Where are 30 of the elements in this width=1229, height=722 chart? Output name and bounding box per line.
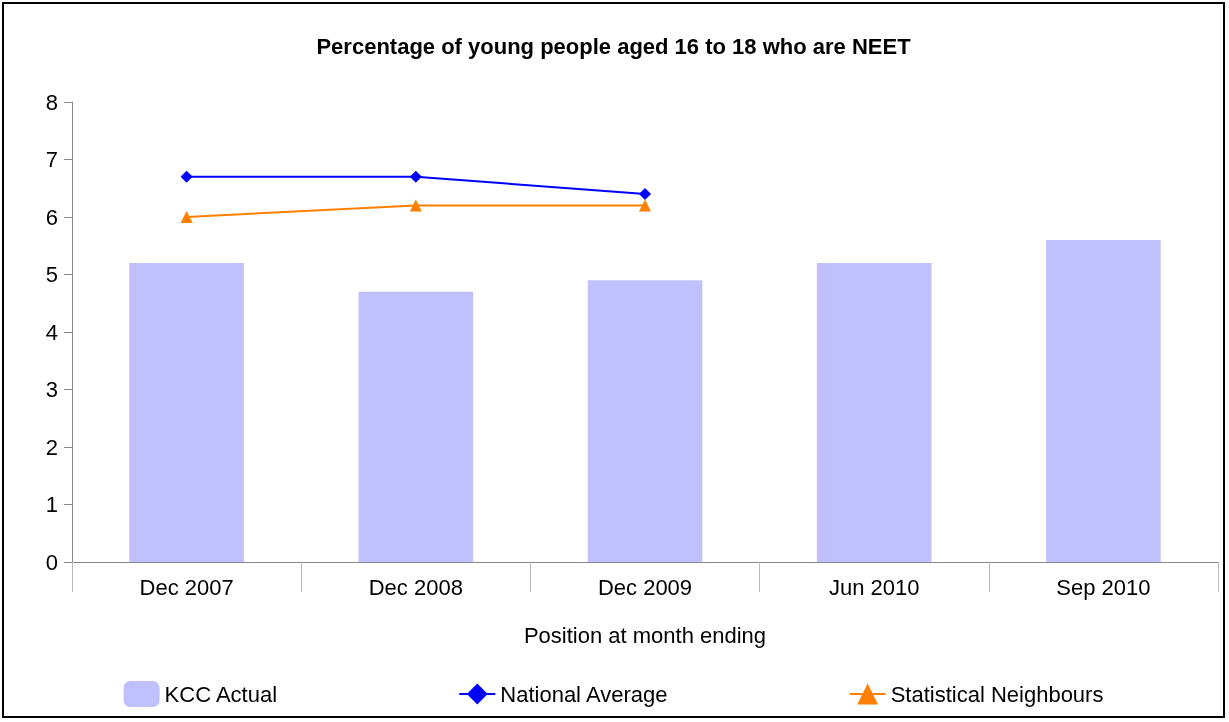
point: [409, 170, 422, 183]
y-tick-label: 3: [45, 377, 58, 402]
legend-label: Statistical Neighbours: [890, 681, 1104, 707]
y-tick-label: 2: [45, 434, 58, 460]
point: [180, 211, 193, 223]
x-tick-label: Jun 2010: [828, 574, 920, 600]
bar: [1046, 240, 1161, 562]
bar: [816, 263, 932, 562]
legend-label: National Average: [500, 681, 668, 707]
chart-title: Percentage of young people aged 16 to 18 who are NEET: [316, 33, 912, 59]
y-tick-label: 1: [45, 492, 58, 517]
y-tick-label: 7: [45, 147, 58, 172]
point: [409, 199, 422, 212]
x-tick-label: Sep 2010: [1056, 574, 1151, 600]
y-tick-label: 0: [45, 549, 58, 575]
bar: [587, 280, 703, 562]
point: [639, 188, 651, 200]
bar: [358, 291, 474, 562]
x-tick-label: Dec 2009: [597, 574, 693, 600]
y-tick-label: 6: [45, 204, 58, 230]
point: [639, 199, 651, 212]
x-tick-label: Dec 2007: [139, 574, 234, 600]
x-axis-title: Position at month ending: [523, 622, 767, 648]
legend-label: KCC Actual: [164, 681, 278, 707]
y-tick-label: 4: [45, 319, 58, 345]
y-tick-label: 8: [45, 89, 58, 115]
y-tick-label: 5: [45, 262, 58, 287]
x-tick-label: Dec 2008: [368, 574, 463, 600]
point: [180, 170, 193, 183]
bar: [129, 263, 244, 562]
